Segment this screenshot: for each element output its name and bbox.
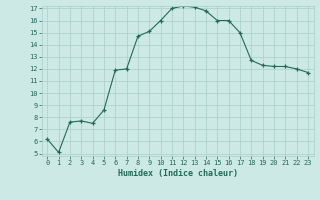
X-axis label: Humidex (Indice chaleur): Humidex (Indice chaleur) (118, 169, 237, 178)
